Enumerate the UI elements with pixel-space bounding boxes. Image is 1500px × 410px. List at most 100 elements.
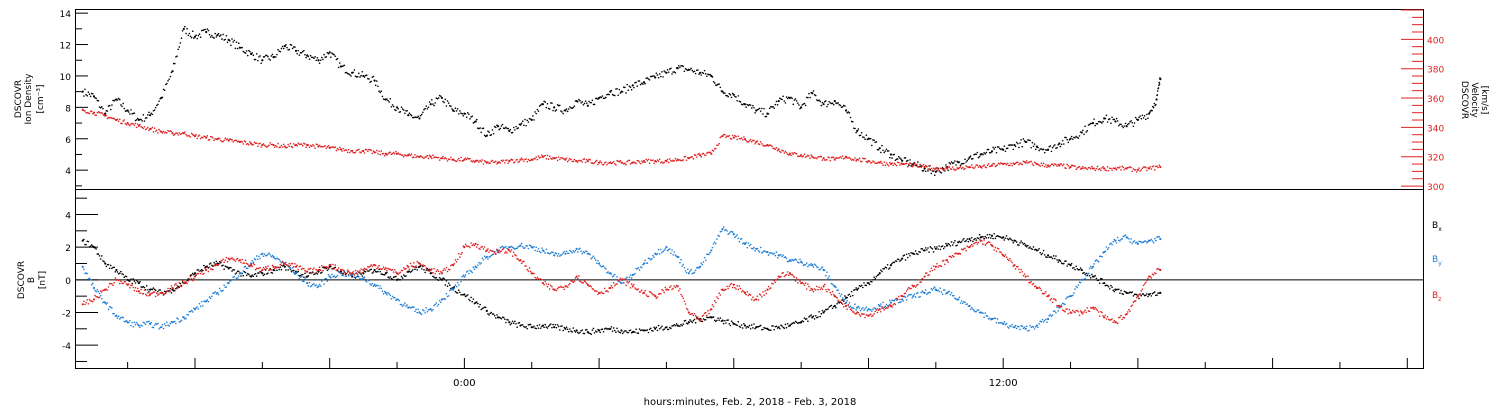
- velocity-dot: [673, 160, 676, 162]
- by-dot: [518, 245, 521, 247]
- by-dot: [990, 318, 992, 321]
- bz-dot: [361, 271, 364, 274]
- ion-density-dot: [511, 131, 514, 134]
- bz-dot: [271, 264, 274, 267]
- bz-dot: [837, 299, 839, 302]
- velocity-dot: [919, 163, 921, 166]
- bx-dot: [444, 284, 447, 286]
- ion-density-dot: [977, 156, 980, 159]
- by-point: [575, 247, 578, 250]
- ion-density-dot: [904, 156, 907, 159]
- bz-dot: [893, 302, 896, 305]
- ion-density-dot: [825, 100, 827, 102]
- bz-dot: [479, 248, 481, 251]
- by-dot: [386, 293, 388, 296]
- velocity-dot: [618, 160, 621, 163]
- bz-dot: [289, 264, 292, 267]
- bx-dot: [790, 323, 792, 326]
- bz-dot: [671, 288, 673, 291]
- ion-density-dot: [378, 90, 380, 92]
- bz-dot: [198, 270, 201, 273]
- bz-dot: [363, 267, 366, 270]
- bx-dot: [1147, 295, 1149, 298]
- by-dot: [736, 234, 738, 236]
- by-dot: [188, 310, 191, 313]
- bz-dot: [324, 267, 326, 270]
- bx-point: [901, 257, 904, 260]
- ion-density-dot: [990, 151, 992, 154]
- velocity-label-line1: DSCOVR: [1459, 81, 1469, 119]
- bz-dot: [717, 297, 719, 300]
- velocity-label-line3: [km/s]: [1479, 86, 1489, 115]
- velocity-dot: [420, 155, 423, 158]
- ion-density-dot: [92, 93, 94, 95]
- bx-dot: [567, 330, 570, 333]
- bz-dot: [647, 295, 650, 298]
- ion-density-dot: [816, 99, 818, 101]
- bz-dot: [424, 265, 426, 267]
- by-dot: [1043, 319, 1046, 322]
- by-dot: [213, 292, 215, 294]
- velocity-dot: [765, 145, 768, 147]
- ion-density-dot: [627, 89, 630, 91]
- ion-density-dot: [883, 151, 885, 154]
- ion-density-dot: [1038, 149, 1040, 152]
- bx-dot: [1021, 241, 1024, 244]
- velocity-dot: [997, 162, 1000, 164]
- bx-dot: [949, 245, 952, 247]
- by-dot: [136, 323, 139, 326]
- bx-dot: [1068, 263, 1071, 266]
- bx-point: [822, 311, 825, 314]
- ion-density-dot: [703, 69, 706, 72]
- by-dot: [995, 321, 998, 324]
- by-point: [912, 295, 915, 298]
- bx-dot: [1157, 292, 1159, 294]
- bx-dot: [578, 332, 580, 335]
- bz-dot: [571, 280, 573, 283]
- by-dot: [556, 255, 559, 257]
- velocity-dot: [931, 169, 934, 172]
- bx-dot: [941, 245, 944, 247]
- bz-dot: [1056, 304, 1058, 307]
- ion-density-dot: [832, 103, 835, 106]
- velocity-dot: [277, 142, 279, 145]
- by-dot: [973, 309, 975, 312]
- bx-dot: [829, 305, 832, 307]
- by-dot: [380, 287, 383, 290]
- by-dot: [883, 306, 885, 309]
- ion-density-dot: [759, 110, 762, 112]
- bx-dot: [518, 321, 521, 324]
- ion-density-dot: [1143, 115, 1146, 117]
- ion-density-dot: [1142, 117, 1145, 119]
- velocity-dot: [534, 157, 536, 160]
- bz-dot: [799, 280, 801, 282]
- bz-dot: [307, 268, 310, 270]
- bx-dot: [470, 296, 472, 299]
- bz-dot: [83, 300, 85, 303]
- bx-dot: [840, 302, 843, 304]
- bz-dot: [241, 258, 243, 261]
- by-dot: [130, 324, 132, 327]
- velocity-dot: [389, 151, 392, 153]
- ion-density-dot: [765, 115, 768, 118]
- bz-dot: [383, 268, 386, 271]
- bz-dot: [398, 272, 401, 274]
- bz-dot: [700, 318, 703, 321]
- bz-dot: [961, 249, 964, 251]
- bz-dot: [692, 314, 695, 317]
- ion-density-dot: [503, 127, 506, 130]
- bz-dot: [456, 258, 459, 261]
- velocity-dot: [570, 158, 572, 161]
- bz-dot: [259, 266, 261, 269]
- bx-dot: [460, 293, 462, 296]
- velocity-dot: [1084, 166, 1086, 169]
- velocity-dot: [1040, 162, 1043, 165]
- velocity-dot: [921, 165, 924, 167]
- bz-point: [586, 283, 589, 286]
- velocity-dot: [1005, 163, 1008, 166]
- velocity-dot: [908, 163, 910, 165]
- bz-dot: [662, 289, 664, 292]
- bx-dot: [835, 306, 837, 309]
- by-dot: [277, 258, 279, 260]
- velocity-dot: [419, 155, 422, 157]
